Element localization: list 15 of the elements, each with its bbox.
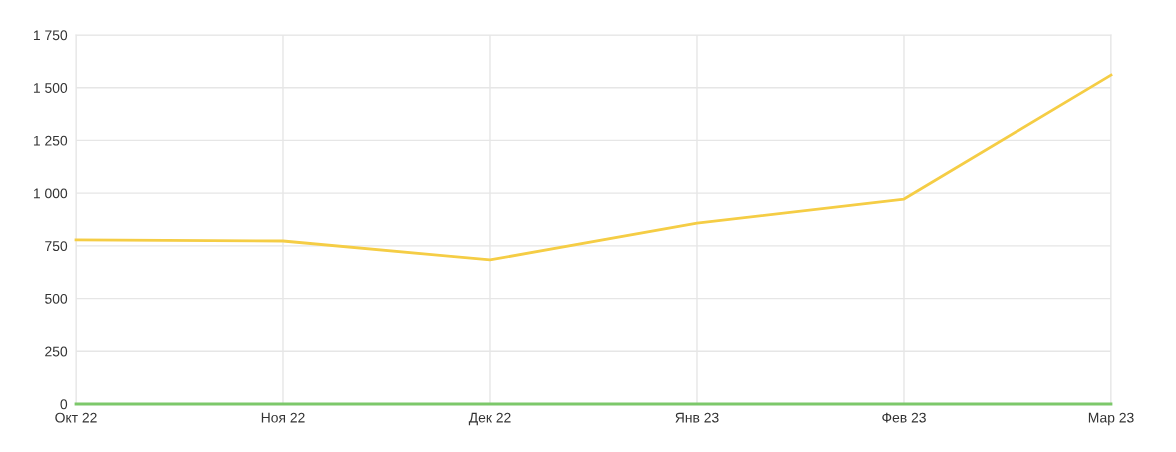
y-tick-label: 250 xyxy=(45,346,68,357)
y-tick-label: 1 250 xyxy=(33,135,68,146)
x-tick-label: Окт 22 xyxy=(55,412,97,423)
x-tick-label: Мар 23 xyxy=(1088,412,1134,426)
y-tick-label: 1 750 xyxy=(33,30,68,41)
y-tick-label: 500 xyxy=(45,293,68,304)
line-series xyxy=(74,73,1113,262)
x-tick-label: Дек 22 xyxy=(468,412,511,426)
y-tick-label: 1 500 xyxy=(33,83,68,93)
y-tick-label: 750 xyxy=(45,241,68,252)
x-tick-label: Фев 23 xyxy=(882,412,926,423)
x-tick-label: Янв 23 xyxy=(675,412,719,423)
y-tick-label: 0 xyxy=(60,399,68,410)
y-tick-label: 1 000 xyxy=(33,188,68,199)
x-tick-label: Ноя 22 xyxy=(261,412,305,423)
